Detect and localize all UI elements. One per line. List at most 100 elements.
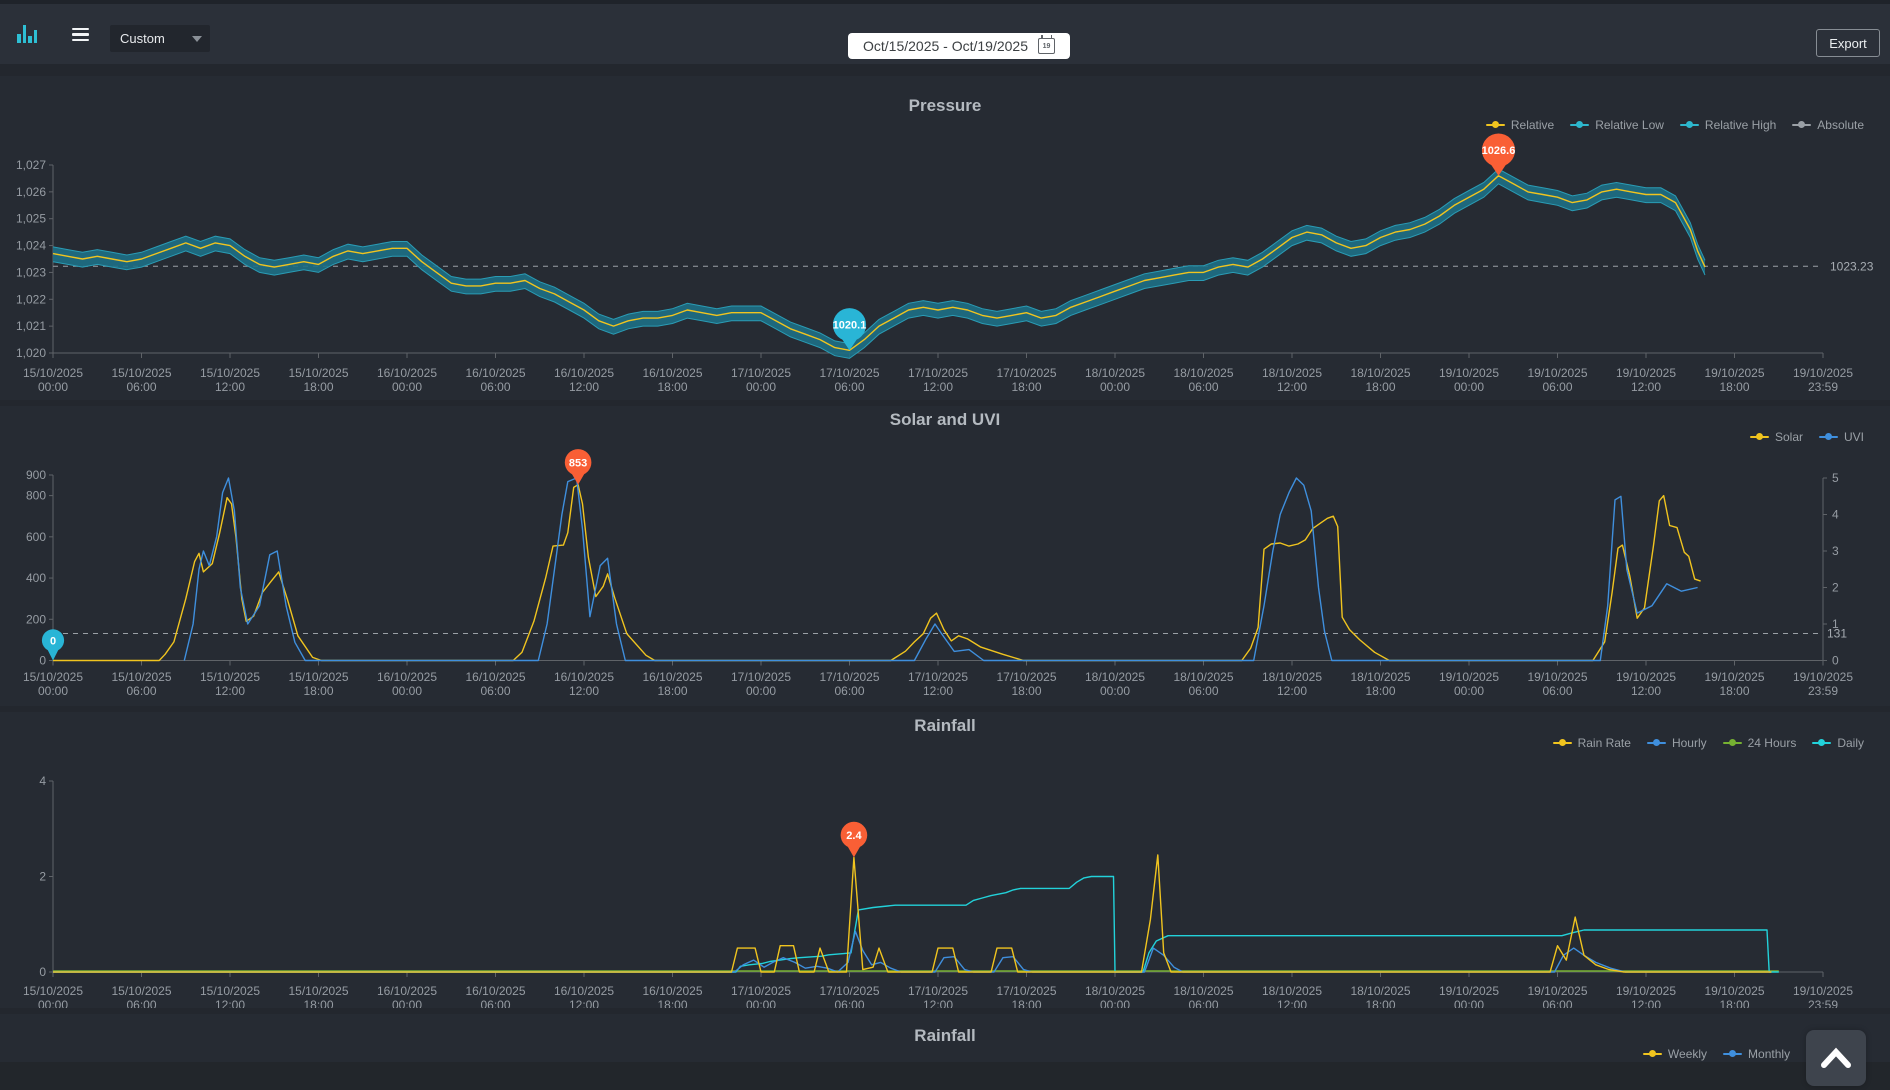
legend-item-relative-high[interactable]: Relative High xyxy=(1679,118,1777,132)
svg-text:16/10/2025: 16/10/2025 xyxy=(554,670,614,684)
svg-text:19/10/2025: 19/10/2025 xyxy=(1616,366,1676,380)
legend-label: Absolute xyxy=(1817,118,1864,132)
svg-text:18:00: 18:00 xyxy=(1011,998,1041,1008)
export-button[interactable]: Export xyxy=(1816,29,1880,57)
chevron-down-icon xyxy=(192,35,202,42)
legend-item-rain-rate[interactable]: Rain Rate xyxy=(1552,736,1631,750)
svg-text:18:00: 18:00 xyxy=(1365,684,1395,698)
legend-marker-icon xyxy=(1485,120,1505,130)
svg-text:16/10/2025: 16/10/2025 xyxy=(554,984,614,998)
svg-text:0: 0 xyxy=(50,635,56,647)
svg-text:15/10/2025: 15/10/2025 xyxy=(200,366,260,380)
svg-text:19/10/2025: 19/10/2025 xyxy=(1704,366,1764,380)
svg-text:12:00: 12:00 xyxy=(569,684,599,698)
svg-text:06:00: 06:00 xyxy=(480,684,510,698)
legend-marker-icon xyxy=(1722,738,1742,748)
legend-item-absolute[interactable]: Absolute xyxy=(1792,118,1864,132)
top-bar: Custom Oct/15/2025 - Oct/19/2025 19 Expo… xyxy=(0,4,1890,67)
rainfall-chart-canvas[interactable]: 0 2 4 15/10/2025 00:00 15/10/2025 06:00 15/10/2… xyxy=(0,712,1890,1013)
legend-label: Monthly xyxy=(1748,1047,1791,1061)
legend-item-relative-low[interactable]: Relative Low xyxy=(1570,118,1664,132)
svg-text:19/10/2025: 19/10/2025 xyxy=(1704,984,1764,998)
chart-logo-icon[interactable] xyxy=(17,25,39,43)
svg-text:12:00: 12:00 xyxy=(1631,380,1661,394)
svg-text:15/10/2025: 15/10/2025 xyxy=(288,670,348,684)
svg-text:17/10/2025: 17/10/2025 xyxy=(908,366,968,380)
range-type-dropdown[interactable]: Custom xyxy=(110,25,210,52)
date-range-input[interactable]: Oct/15/2025 - Oct/19/2025 19 xyxy=(848,33,1070,59)
svg-text:18/10/2025: 18/10/2025 xyxy=(1173,984,1233,998)
svg-text:06:00: 06:00 xyxy=(834,998,864,1008)
svg-text:19/10/2025: 19/10/2025 xyxy=(1616,670,1676,684)
svg-text:17/10/2025: 17/10/2025 xyxy=(996,984,1056,998)
pressure-chart-title: Pressure xyxy=(908,96,982,115)
legend-item-24-hours[interactable]: 24 Hours xyxy=(1722,736,1797,750)
legend-item-relative[interactable]: Relative xyxy=(1485,118,1555,132)
svg-text:18/10/2025: 18/10/2025 xyxy=(1350,984,1410,998)
bottom-strip xyxy=(0,1062,1890,1090)
legend-item-solar[interactable]: Solar xyxy=(1749,430,1803,444)
pressure-chart-canvas[interactable]: 1,020 1,021 1,022 1,023 1,024 1,025 1,026 1,027… xyxy=(0,76,1890,405)
legend-label: 24 Hours xyxy=(1747,736,1797,750)
svg-text:19/10/2025: 19/10/2025 xyxy=(1439,366,1499,380)
svg-text:17/10/2025: 17/10/2025 xyxy=(996,366,1056,380)
svg-text:12:00: 12:00 xyxy=(1631,998,1661,1008)
legend-item-daily[interactable]: Daily xyxy=(1812,736,1864,750)
solar-chart-canvas[interactable]: 0 200 400 600 800 900 0 1 2 3 4 5 15/10/2025 00:00 15/… xyxy=(0,406,1890,711)
svg-text:00:00: 00:00 xyxy=(1100,380,1130,394)
svg-text:06:00: 06:00 xyxy=(1188,380,1218,394)
hamburger-menu-icon[interactable] xyxy=(72,28,89,41)
svg-text:00:00: 00:00 xyxy=(1454,998,1484,1008)
svg-text:18/10/2025: 18/10/2025 xyxy=(1350,670,1410,684)
svg-text:19/10/2025: 19/10/2025 xyxy=(1527,366,1587,380)
legend-item-uvi[interactable]: UVI xyxy=(1818,430,1864,444)
svg-text:2: 2 xyxy=(1832,581,1839,595)
svg-text:18:00: 18:00 xyxy=(657,998,687,1008)
svg-text:1: 1 xyxy=(1832,617,1839,631)
svg-text:18:00: 18:00 xyxy=(1719,380,1749,394)
svg-text:18:00: 18:00 xyxy=(1719,998,1749,1008)
svg-text:00:00: 00:00 xyxy=(1454,684,1484,698)
svg-text:5: 5 xyxy=(1832,471,1839,485)
solar-chart-title: Solar and UVI xyxy=(889,410,1001,429)
svg-text:19/10/2025: 19/10/2025 xyxy=(1616,984,1676,998)
svg-text:19/10/2025: 19/10/2025 xyxy=(1704,670,1764,684)
svg-text:19/10/2025: 19/10/2025 xyxy=(1527,984,1587,998)
legend-label: Relative xyxy=(1510,118,1555,132)
svg-text:00:00: 00:00 xyxy=(1100,998,1130,1008)
solar-chart-section: Solar and UVI Solar UVI 0 200 400 600 800 900 0 1 2… xyxy=(0,406,1890,706)
svg-text:19/10/2025: 19/10/2025 xyxy=(1527,670,1587,684)
scroll-to-top-button[interactable] xyxy=(1806,1030,1866,1086)
pressure-chart-section: Pressure Relative Relative Low Relative Hig… xyxy=(0,76,1890,400)
svg-text:17/10/2025: 17/10/2025 xyxy=(819,670,879,684)
svg-text:200: 200 xyxy=(26,612,46,626)
legend-label: UVI xyxy=(1843,430,1864,444)
svg-text:06:00: 06:00 xyxy=(834,380,864,394)
svg-text:18:00: 18:00 xyxy=(657,684,687,698)
svg-text:18/10/2025: 18/10/2025 xyxy=(1262,670,1322,684)
svg-text:12:00: 12:00 xyxy=(1277,380,1307,394)
svg-text:600: 600 xyxy=(26,530,46,544)
svg-text:06:00: 06:00 xyxy=(834,684,864,698)
svg-text:12:00: 12:00 xyxy=(215,684,245,698)
legend-marker-icon xyxy=(1749,432,1769,442)
legend-label: Relative High xyxy=(1704,118,1777,132)
legend-item-monthly[interactable]: Monthly xyxy=(1723,1047,1790,1061)
svg-text:18:00: 18:00 xyxy=(1011,380,1041,394)
svg-text:131: 131 xyxy=(1827,626,1847,640)
svg-text:17/10/2025: 17/10/2025 xyxy=(731,366,791,380)
svg-text:00:00: 00:00 xyxy=(1100,684,1130,698)
svg-text:1,026: 1,026 xyxy=(16,185,46,199)
legend-item-weekly[interactable]: Weekly xyxy=(1642,1047,1708,1061)
svg-text:18:00: 18:00 xyxy=(1365,998,1395,1008)
svg-text:17/10/2025: 17/10/2025 xyxy=(908,670,968,684)
legend-marker-icon xyxy=(1646,738,1666,748)
svg-text:2.4: 2.4 xyxy=(846,830,862,842)
svg-text:18/10/2025: 18/10/2025 xyxy=(1173,366,1233,380)
svg-text:06:00: 06:00 xyxy=(126,380,156,394)
legend-item-hourly[interactable]: Hourly xyxy=(1646,736,1707,750)
svg-text:400: 400 xyxy=(26,571,46,585)
svg-text:1,020: 1,020 xyxy=(16,346,46,360)
legend-label: Weekly xyxy=(1667,1047,1708,1061)
svg-text:15/10/2025: 15/10/2025 xyxy=(23,670,83,684)
